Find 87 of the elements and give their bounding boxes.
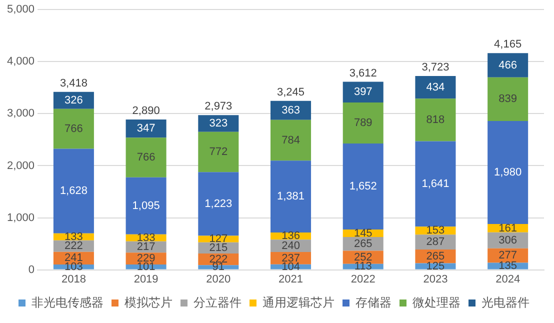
data-label: 252 [354,251,372,264]
data-label: 265 [354,238,372,250]
legend-label: 非光电传感器 [32,295,104,310]
y-tick-label: 3,000 [6,108,35,120]
data-label: 323 [209,118,228,130]
data-label: 839 [498,93,518,106]
data-label: 217 [136,241,156,254]
y-tick-label: 5,000 [6,4,35,16]
data-label: 265 [426,250,445,262]
bar [126,177,166,234]
data-label: 145 [354,227,372,240]
bar [126,120,166,138]
bar [488,53,528,78]
data-label: 215 [209,242,228,254]
total-label: 4,165 [494,38,522,51]
data-label: 277 [498,250,518,262]
legend-label: 分立器件 [194,295,242,310]
data-label: 1,641 [422,178,450,190]
bar [342,102,384,144]
data-label: 818 [426,114,445,126]
bar [342,82,384,102]
data-label: 466 [498,59,518,72]
data-label: 1,381 [277,190,305,203]
bar [198,172,239,236]
x-tick-label: 2022 [350,273,376,286]
data-label: 135 [498,260,518,272]
data-label: 1,628 [60,185,88,198]
data-label: 363 [282,104,300,116]
data-label: 434 [426,81,445,94]
legend-label: 微处理器 [412,295,460,310]
bar [415,98,456,142]
y-tick-label: 0 [28,264,35,276]
bar [270,160,312,232]
data-label: 784 [282,134,300,146]
data-label: 766 [136,152,156,164]
x-tick-label: 2021 [278,273,304,286]
data-label: 1,652 [349,180,377,193]
x-tick-label: 2018 [61,273,86,286]
total-label: 3,723 [422,62,450,74]
data-label: 161 [498,222,518,234]
y-tick-label: 1,000 [6,212,35,224]
bar [488,121,528,224]
data-label: 397 [354,86,372,98]
data-label: 1,223 [204,198,232,210]
bar [198,236,239,242]
legend-label: 存储器 [356,295,392,310]
total-label: 3,612 [349,67,377,80]
bar [342,144,384,230]
bar [270,120,312,161]
bar [198,132,239,172]
total-label: 2,890 [132,105,160,118]
data-label: 306 [498,234,518,246]
bar [415,141,456,227]
bar [488,77,528,122]
legend-label: 通用逻辑芯片 [262,295,334,310]
y-tick-label: 2,000 [6,160,35,172]
data-label: 222 [64,240,83,252]
x-tick-label: 2023 [423,273,448,286]
data-label: 1,980 [494,166,522,179]
legend-label: 光电器件 [482,295,530,310]
total-label: 2,973 [204,100,232,113]
data-label: 133 [64,230,83,243]
bar [270,100,312,120]
data-label: 347 [136,122,156,135]
data-label: 240 [282,240,300,252]
data-label: 136 [282,230,300,242]
bar [126,138,166,178]
data-label: 153 [426,224,445,237]
x-tick-label: 2020 [206,273,231,286]
data-label: 326 [64,94,83,106]
bar [198,115,239,132]
x-tick-label: 2019 [134,273,158,286]
legend-label: 模拟芯片 [124,295,172,310]
bar [415,76,456,99]
bar [53,108,94,149]
data-label: 287 [426,236,445,248]
data-label: 133 [136,232,156,244]
data-label: 1,095 [132,200,160,212]
data-label: 772 [209,146,228,158]
bar [53,148,94,234]
data-label: 766 [64,122,83,135]
y-tick-label: 4,000 [6,56,35,68]
data-label: 125 [426,260,445,272]
data-label: 789 [354,117,372,129]
total-label: 3,245 [277,86,305,98]
x-tick-label: 2024 [496,273,520,286]
total-label: 3,418 [60,77,88,90]
